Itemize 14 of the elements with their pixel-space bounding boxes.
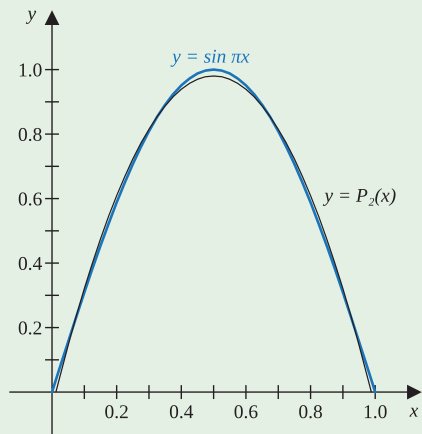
x-tick-label: 0.6 [234,405,258,418]
x-tick-label: 1.0 [364,405,387,418]
y-axis-title: y [26,10,36,24]
x-tick-label: 0.8 [299,405,322,418]
x-axis-title: x [409,408,418,417]
x-tick-label: 0.4 [170,405,194,418]
y-tick-label: 0.4 [18,256,42,270]
y-tick-label: 1.0 [20,63,42,77]
y-tick-label: 0.8 [18,128,42,142]
series-label: y = P₂(x) [322,188,396,206]
series-label: y = sin πx [170,50,250,67]
y-tick-label: 0.2 [18,321,42,335]
y-tick-label: 0.6 [18,192,42,206]
x-tick-label: 0.2 [105,405,128,418]
